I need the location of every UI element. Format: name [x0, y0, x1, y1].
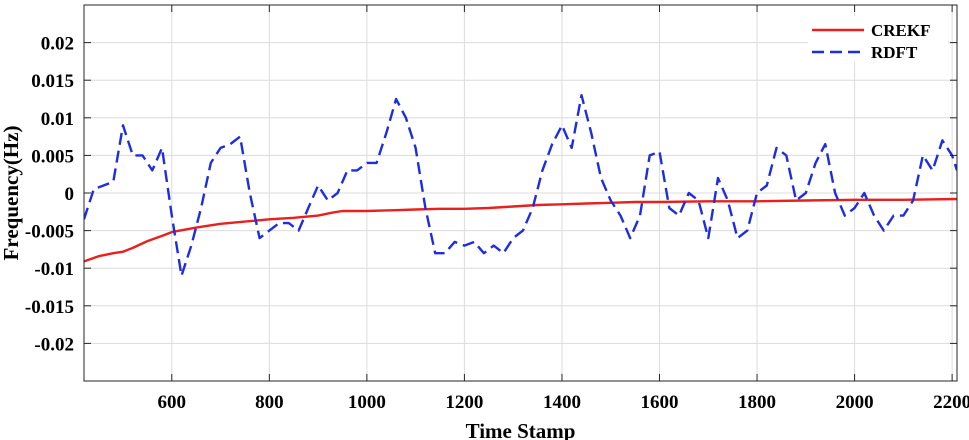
- x-tick-label: 2000: [836, 392, 874, 413]
- legend-box: [808, 16, 948, 62]
- x-tick-label: 1200: [445, 392, 483, 413]
- y-tick-label: 0.015: [31, 71, 74, 92]
- x-axis-title: Time Stamp: [466, 419, 576, 440]
- y-tick-label: 0.005: [31, 146, 74, 167]
- y-axis-title: Frequency(Hz): [0, 126, 23, 261]
- x-tick-label: 600: [158, 392, 187, 413]
- axis-ticks: 600 800 1000 1200 1400 1600 1800 2000 2200 -0.02 -…: [25, 5, 969, 413]
- y-tick-label: -0.015: [25, 297, 74, 318]
- y-tick-label: 0.02: [41, 34, 74, 55]
- plot-lines: [84, 93, 957, 277]
- series-line-rdft: [84, 93, 957, 277]
- x-tick-label: 1000: [348, 392, 386, 413]
- x-tick-label: 800: [255, 392, 284, 413]
- y-tick-label: -0.005: [25, 222, 74, 243]
- grid: [84, 5, 957, 381]
- y-tick-label: 0: [65, 184, 75, 205]
- legend: CREKF RDFT: [808, 16, 948, 62]
- y-tick-label: -0.02: [34, 334, 74, 355]
- y-tick-label: -0.01: [34, 259, 74, 280]
- legend-label-crekf: CREKF: [871, 21, 931, 40]
- legend-label-rdft: RDFT: [871, 43, 918, 62]
- series-line-crekf: [84, 197, 957, 263]
- x-tick-label: 1600: [640, 392, 678, 413]
- x-tick-label: 1800: [738, 392, 776, 413]
- x-tick-label: 1400: [543, 392, 581, 413]
- x-tick-label: 2200: [933, 392, 969, 413]
- y-tick-label: 0.01: [41, 109, 74, 130]
